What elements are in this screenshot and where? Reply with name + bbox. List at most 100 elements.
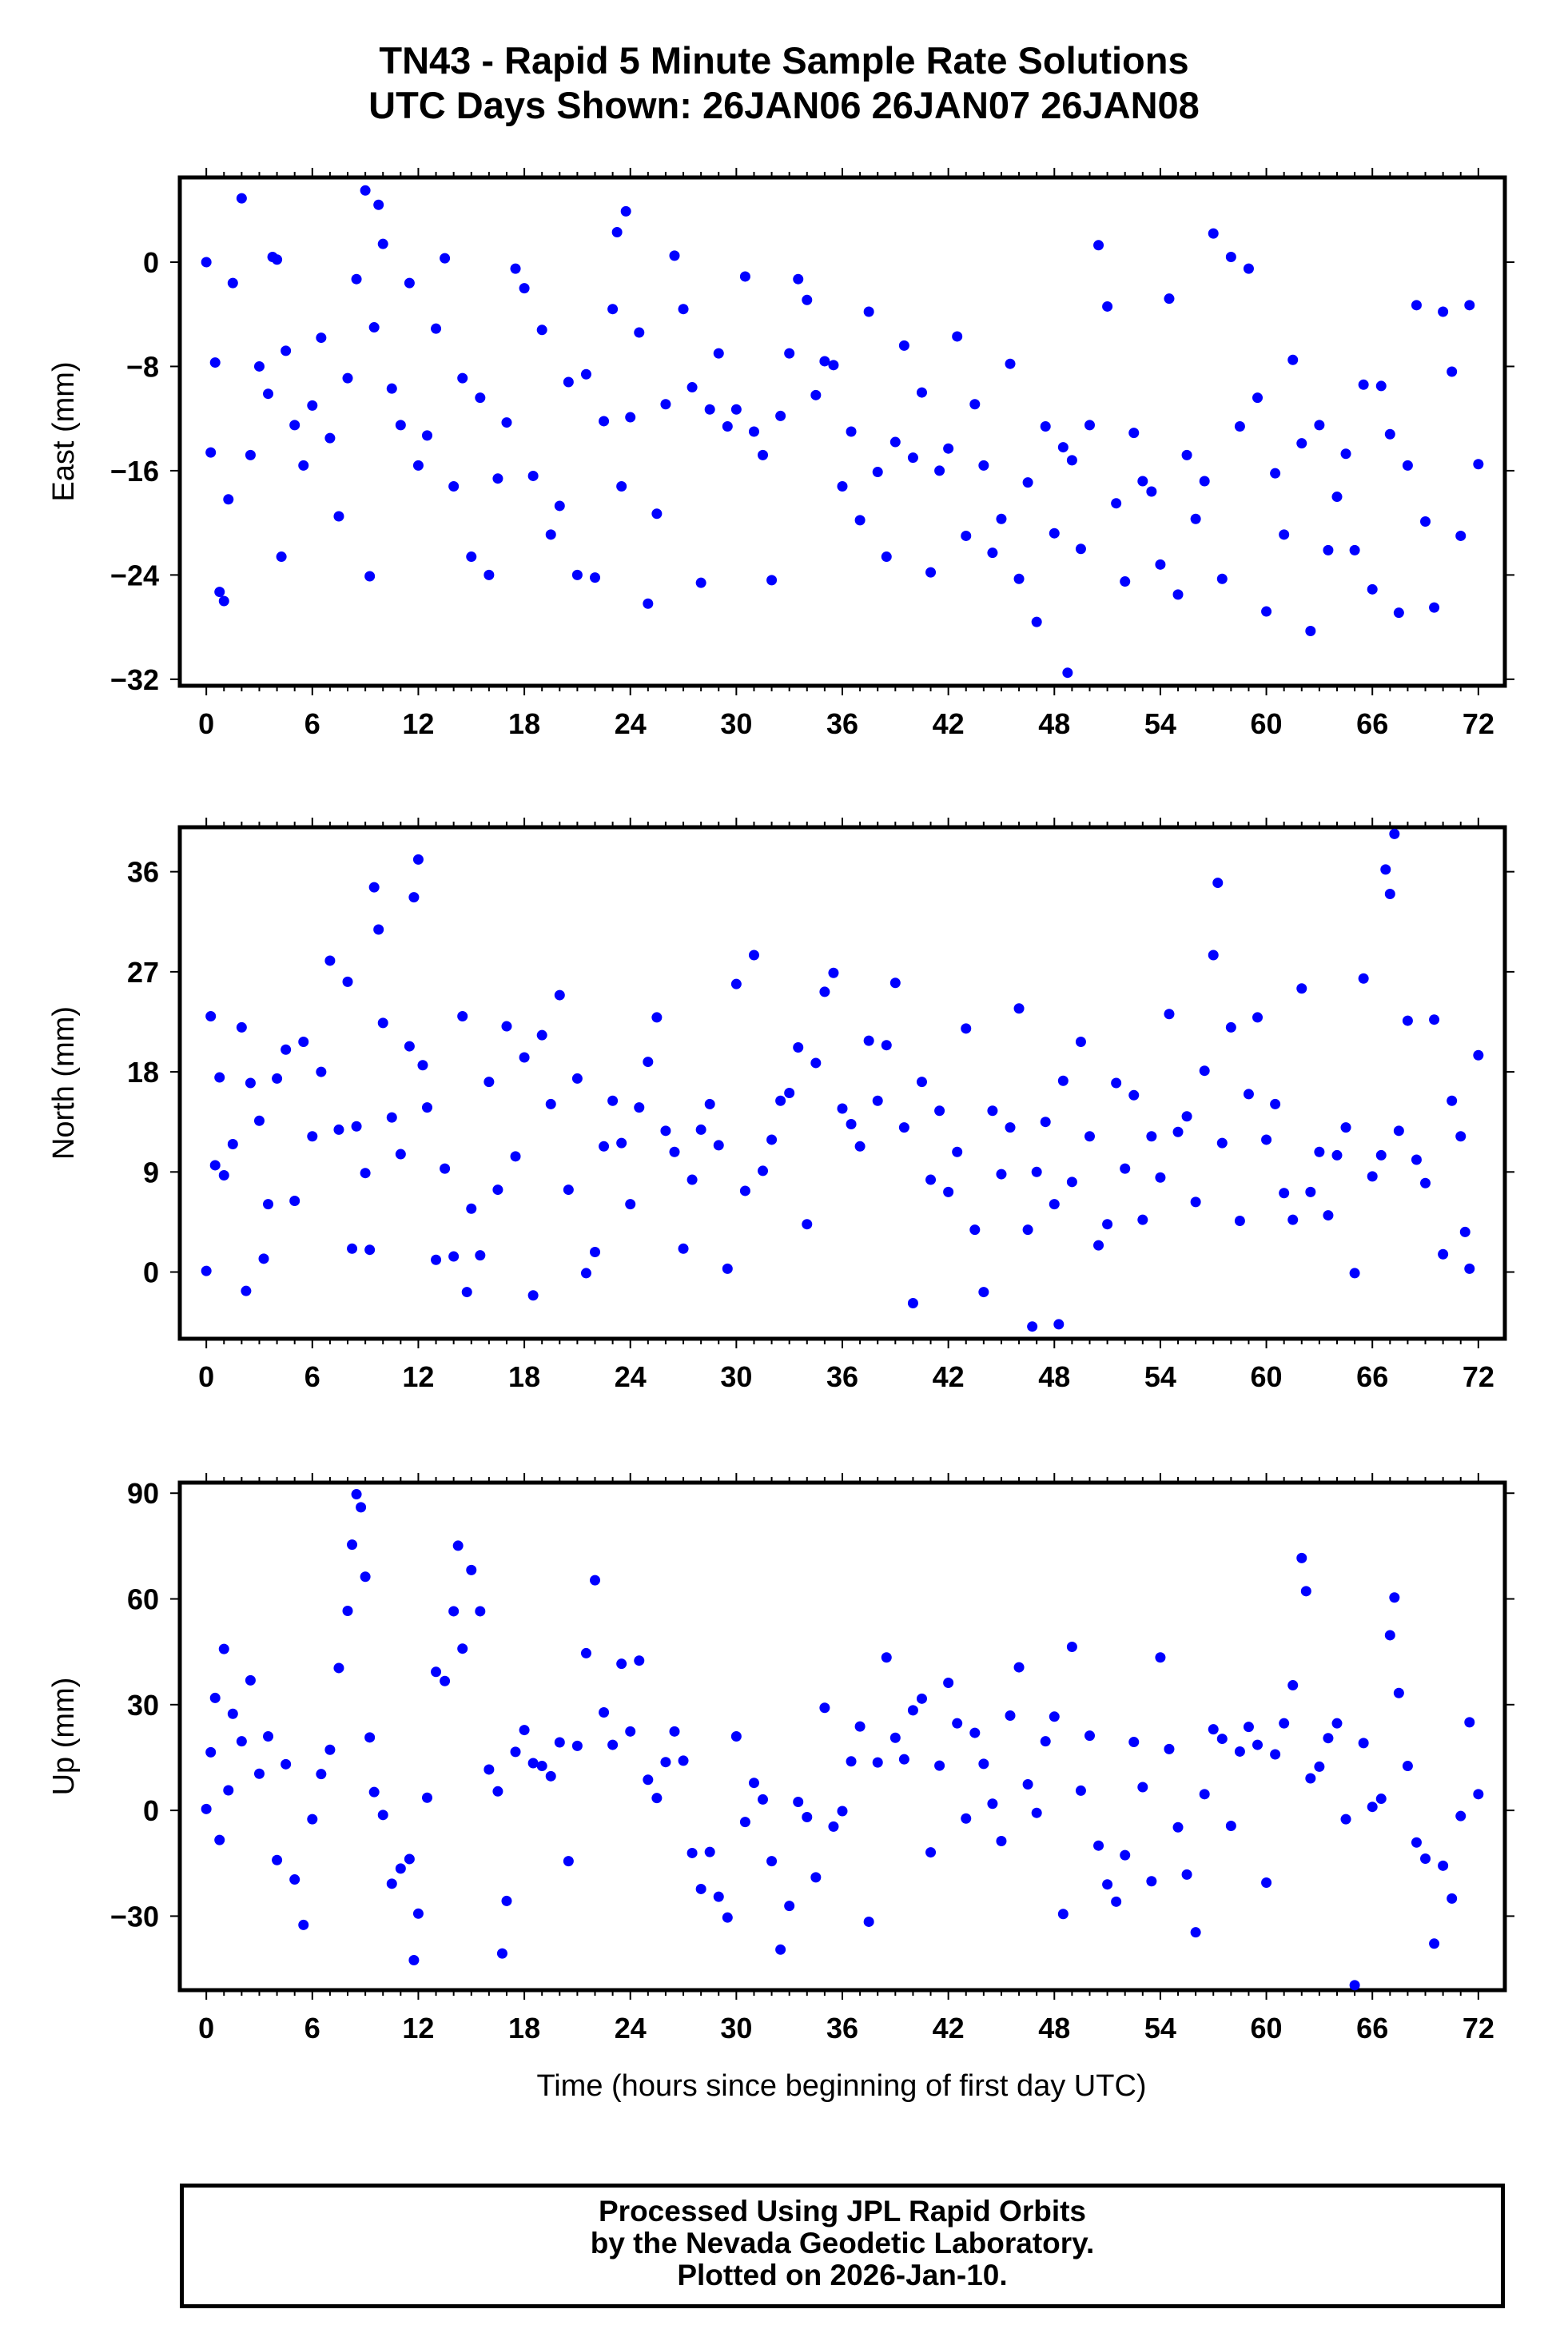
up-data-point <box>943 1677 954 1688</box>
north-data-point <box>1212 878 1224 889</box>
north-data-point <box>1389 828 1400 839</box>
north-data-point <box>925 1174 937 1185</box>
north-data-point <box>748 950 759 961</box>
east-data-point <box>1199 476 1210 487</box>
x-tick-label: 42 <box>933 1360 965 1393</box>
east-data-point <box>1075 543 1086 555</box>
north-data-point <box>545 1098 556 1109</box>
east-data-point <box>545 529 556 540</box>
north-data-point <box>996 1169 1007 1180</box>
up-data-point <box>223 1785 234 1796</box>
x-tick-label: 24 <box>615 707 647 740</box>
north-data-point <box>1252 1012 1264 1023</box>
up-data-point <box>333 1662 344 1674</box>
north-data-point <box>722 1263 733 1274</box>
north-data-point <box>218 1169 229 1180</box>
x-tick-label: 42 <box>933 707 965 740</box>
x-axis-title: Time (hours since beginning of first day… <box>536 2069 1146 2103</box>
up-data-point <box>590 1575 601 1586</box>
x-tick-label: 24 <box>615 1360 647 1393</box>
east-plot-frame <box>177 175 1507 688</box>
east-data-point <box>611 226 623 237</box>
east-data-point <box>1120 576 1131 587</box>
north-data-point <box>1367 1171 1378 1182</box>
east-data-point <box>395 420 406 431</box>
up-data-point <box>1216 1734 1228 1745</box>
north-data-point <box>1027 1321 1038 1332</box>
north-data-point <box>810 1057 822 1069</box>
y-tick-label: 18 <box>127 1056 159 1089</box>
up-data-point <box>452 1540 464 1551</box>
up-data-point <box>395 1863 406 1874</box>
east-y-axis-label: East (mm) <box>47 361 81 501</box>
east-data-point <box>1279 529 1290 540</box>
east-data-point <box>466 551 477 563</box>
up-data-point <box>775 1944 786 1955</box>
east-data-point <box>1084 420 1095 431</box>
north-data-point <box>1057 1075 1069 1086</box>
up-data-point <box>1384 1630 1395 1641</box>
north-data-point <box>739 1185 750 1196</box>
north-data-point <box>1111 1077 1122 1089</box>
north-data-point <box>1031 1166 1042 1177</box>
north-data-point <box>1384 888 1395 899</box>
north-data-point <box>527 1290 539 1301</box>
east-data-point <box>519 283 530 294</box>
east-data-point <box>386 383 397 394</box>
up-data-point <box>263 1731 274 1742</box>
up-data-point <box>925 1847 937 1858</box>
up-data-point <box>457 1643 468 1654</box>
east-data-point <box>916 387 927 398</box>
up-data-point <box>1314 1761 1325 1772</box>
east-data-point <box>1005 358 1016 369</box>
x-tick-label: 48 <box>1038 707 1070 740</box>
east-data-point <box>1438 306 1449 317</box>
north-data-point <box>510 1151 521 1162</box>
east-data-point <box>373 199 384 210</box>
title-line-2: UTC Days Shown: 26JAN06 26JAN07 26JAN08 <box>368 84 1200 126</box>
north-data-point <box>819 986 830 997</box>
east-data-point <box>218 595 229 607</box>
north-data-point <box>1270 1098 1281 1109</box>
east-data-point <box>1331 492 1343 503</box>
north-data-point <box>1296 983 1307 994</box>
up-data-point <box>881 1652 892 1663</box>
up-data-point <box>324 1744 336 1755</box>
up-data-point <box>616 1658 627 1670</box>
north-data-point <box>408 892 420 903</box>
east-data-point <box>209 357 221 368</box>
east-data-point <box>1234 420 1245 432</box>
chart-title: TN43 - Rapid 5 Minute Sample Rate Soluti… <box>0 38 1568 128</box>
up-data-point <box>563 1856 574 1867</box>
up-data-point <box>1225 1821 1236 1832</box>
north-data-point <box>669 1146 680 1157</box>
up-data-point <box>846 1756 857 1767</box>
up-data-point <box>1464 1717 1475 1728</box>
north-data-point <box>695 1124 706 1135</box>
north-data-point <box>793 1041 804 1053</box>
north-data-point <box>395 1149 406 1160</box>
up-data-point <box>1128 1737 1140 1748</box>
east-data-point <box>333 511 344 522</box>
east-data-point <box>1190 513 1201 524</box>
east-data-point <box>1146 486 1157 497</box>
up-data-point <box>448 1606 460 1617</box>
up-data-point <box>1190 1927 1201 1938</box>
east-data-point <box>1402 460 1413 471</box>
north-data-point <box>1225 1021 1236 1033</box>
title-line-1: TN43 - Rapid 5 Minute Sample Rate Soluti… <box>379 39 1189 82</box>
north-data-point <box>1005 1122 1016 1133</box>
up-data-point <box>854 1721 866 1732</box>
y-tick-label: −16 <box>110 455 159 488</box>
up-data-point <box>872 1757 883 1768</box>
up-data-point <box>793 1797 804 1808</box>
north-data-point <box>214 1072 225 1083</box>
east-data-point <box>1102 301 1113 312</box>
up-data-point <box>201 1803 212 1814</box>
north-data-point <box>1323 1210 1334 1221</box>
east-data-point <box>1031 616 1042 627</box>
up-data-point <box>1102 1879 1113 1890</box>
up-data-point <box>802 1811 813 1822</box>
x-tick-label: 54 <box>1144 2012 1176 2044</box>
up-data-point <box>819 1702 830 1714</box>
